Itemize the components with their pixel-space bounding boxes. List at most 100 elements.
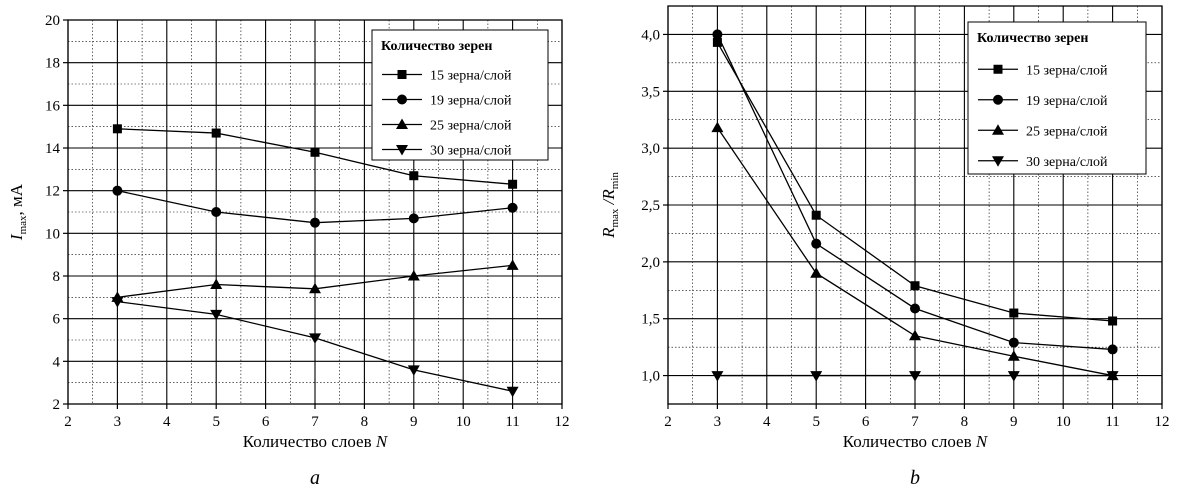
x-tick-label: 11 — [1105, 414, 1119, 430]
x-tick-label: 4 — [763, 414, 771, 430]
y-tick-label: 1,5 — [641, 312, 660, 328]
legend-label: 15 зерна/слой — [430, 69, 512, 84]
x-tick-label: 8 — [361, 414, 369, 430]
legend-label: 30 зерна/слой — [430, 144, 512, 159]
legend-item: 19 зерна/слой — [382, 94, 512, 109]
x-axis-title: Количество слоев N — [243, 432, 389, 451]
series-square — [712, 37, 1118, 326]
legend-marker-circle — [993, 94, 1003, 105]
legend-item: 19 зерна/слой — [978, 94, 1108, 109]
y-tick-label: 10 — [45, 226, 60, 242]
legend-marker-triangle-up — [396, 118, 408, 129]
legend-marker-triangle-down — [396, 145, 408, 156]
data-point-circle — [507, 202, 518, 213]
data-point-triangle-down — [309, 333, 321, 344]
series-triangle-down — [111, 297, 519, 398]
data-point-square — [508, 179, 518, 189]
data-point-square — [112, 124, 122, 134]
x-tick-label: 10 — [1056, 414, 1071, 430]
data-point-triangle-up — [210, 278, 223, 290]
legend-marker-circle — [397, 94, 407, 105]
y-tick-label: 16 — [45, 98, 61, 114]
data-point-square — [1108, 316, 1118, 326]
data-point-circle — [1008, 337, 1019, 348]
x-axis-title-variable: N — [375, 432, 389, 451]
x-axis-title: Количество слоев N — [843, 432, 989, 451]
data-point-circle — [811, 238, 822, 249]
legend-label: 15 зерна/слой — [1026, 63, 1108, 78]
legend: Количество зерен 15 зерна/слой 19 зерна/сл… — [371, 29, 549, 161]
data-point-circle — [910, 303, 920, 314]
legend-marker-square — [993, 64, 1003, 74]
data-point-triangle-down — [1106, 371, 1119, 382]
data-point-square — [310, 147, 320, 157]
data-point-square — [712, 37, 722, 47]
y-tick-label: 6 — [53, 312, 61, 328]
legend-item: 15 зерна/слой — [382, 69, 512, 84]
x-tick-label: 6 — [862, 414, 870, 430]
y-axis-title: Imax, мА — [7, 183, 29, 241]
legend-label: 30 зерна/слой — [1026, 155, 1108, 170]
y-tick-label: 14 — [45, 141, 61, 157]
data-point-circle — [408, 213, 419, 224]
y-tick-label: 4 — [53, 354, 61, 370]
x-tick-label: 2 — [64, 414, 72, 430]
y-axis-title: Rmax /Rmin — [599, 172, 621, 239]
x-axis-title-text: Количество слоев — [243, 432, 376, 451]
x-tick-label: 12 — [555, 414, 570, 430]
y-axis-title-subscript-2: min — [609, 172, 621, 190]
axis-ticks: 2 3 4 5 6 7 8 9 10 11 12 1,0 1,5 2,0 2,5 3,0 3,5 4,0 — [641, 27, 1169, 430]
x-tick-label: 7 — [311, 414, 319, 430]
data-point-circle — [712, 29, 723, 40]
y-tick-label: 2,0 — [641, 255, 660, 271]
legend: Количество зерен 15 зерна/слой 19 зерна/сл… — [967, 21, 1147, 175]
legend-marker-square — [397, 70, 407, 79]
x-tick-label: 3 — [114, 414, 122, 430]
x-tick-label: 7 — [911, 414, 919, 430]
x-tick-label: 4 — [163, 414, 171, 430]
series-square — [112, 124, 518, 189]
data-point-circle — [1107, 344, 1118, 355]
legend-marker-triangle-down — [992, 156, 1004, 167]
y-tick-label: 3,5 — [641, 84, 660, 100]
x-tick-label: 5 — [212, 414, 220, 430]
y-axis-title-subscript: max — [609, 208, 621, 227]
legend-label: 19 зерна/слой — [1026, 94, 1108, 109]
x-axis-title-text: Количество слоев — [843, 432, 976, 451]
data-point-triangle-up — [711, 121, 724, 133]
legend-marker-triangle-up — [992, 124, 1004, 135]
x-tick-label: 10 — [456, 414, 471, 430]
x-tick-label: 9 — [1010, 414, 1018, 430]
axis-ticks: 2 3 4 5 6 7 8 9 10 11 12 2 4 6 8 10 12 14 16 18 20 — [45, 13, 570, 430]
y-axis-title-unit: , мА — [7, 183, 26, 215]
data-point-square — [211, 128, 221, 138]
data-point-circle — [310, 217, 320, 228]
legend-item: 25 зерна/слой — [382, 118, 512, 134]
data-point-triangle-up — [1007, 350, 1020, 361]
y-tick-label: 2 — [53, 397, 61, 413]
y-tick-label: 8 — [53, 269, 61, 285]
data-point-triangle-up — [810, 267, 823, 278]
data-point-triangle-down — [210, 309, 223, 321]
y-axis-title-subscript: max — [17, 215, 29, 234]
data-point-triangle-down — [1007, 371, 1020, 382]
y-axis-title-symbol: R — [599, 227, 618, 239]
data-point-triangle-down — [506, 386, 519, 398]
data-point-triangle-up — [309, 282, 321, 294]
y-tick-label: 4,0 — [641, 27, 660, 43]
data-point-triangle-down — [111, 297, 124, 308]
data-point-triangle-up — [407, 270, 420, 281]
x-tick-label: 8 — [961, 414, 969, 430]
x-tick-label: 11 — [505, 414, 519, 430]
series-triangle-down — [711, 371, 1119, 382]
y-axis-title-symbol: I — [7, 233, 26, 241]
legend-item: 15 зерна/слой — [978, 63, 1108, 78]
x-tick-label: 6 — [262, 414, 270, 430]
y-tick-label: 20 — [45, 13, 60, 29]
y-tick-label: 1,0 — [641, 369, 660, 385]
chart-panel-b: 2 3 4 5 6 7 8 9 10 11 12 1,0 1,5 2,0 2,5 3,0 3,5 4,0 Колич… — [599, 5, 1170, 489]
data-point-square — [910, 281, 920, 291]
x-tick-label: 12 — [1155, 414, 1170, 430]
data-point-square — [811, 210, 821, 220]
